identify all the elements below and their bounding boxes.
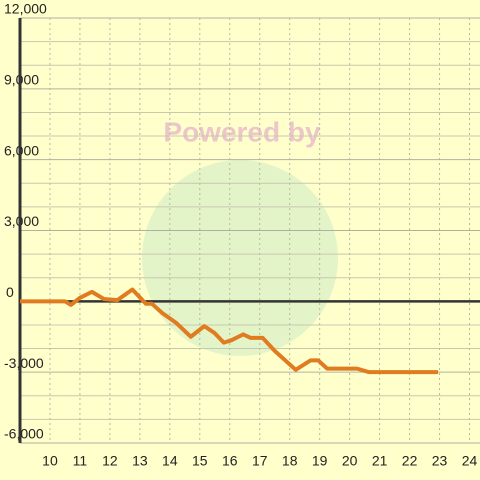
x-tick-label: 15	[192, 453, 208, 469]
watermark: Powered by	[163, 116, 321, 147]
watermark-logo	[142, 160, 338, 356]
y-tick-label: -3,000	[4, 355, 44, 371]
y-tick-label: 0	[6, 284, 14, 300]
y-tick-label: -6,000	[4, 426, 44, 442]
y-tick-label: 9,000	[4, 72, 39, 88]
y-tick-label: 3,000	[4, 213, 39, 229]
y-tick-label: 12,000	[4, 1, 47, 17]
x-tick-label: 10	[42, 453, 58, 469]
x-tick-label: 16	[222, 453, 238, 469]
data-line	[20, 287, 439, 375]
x-tick-label: 19	[312, 453, 328, 469]
x-tick-label: 14	[162, 453, 178, 469]
x-tick-label: 13	[132, 453, 148, 469]
x-tick-label: 17	[252, 453, 268, 469]
x-tick-label: 20	[342, 453, 358, 469]
x-tick-label: 18	[282, 453, 298, 469]
x-tick-label: 22	[402, 453, 418, 469]
x-tick-label: 21	[372, 453, 388, 469]
x-tick-label: 12	[102, 453, 118, 469]
x-tick-label: 24	[462, 453, 478, 469]
x-tick-label: 23	[432, 453, 448, 469]
y-tick-label: 6,000	[4, 142, 39, 158]
x-tick-label: 11	[73, 453, 88, 469]
